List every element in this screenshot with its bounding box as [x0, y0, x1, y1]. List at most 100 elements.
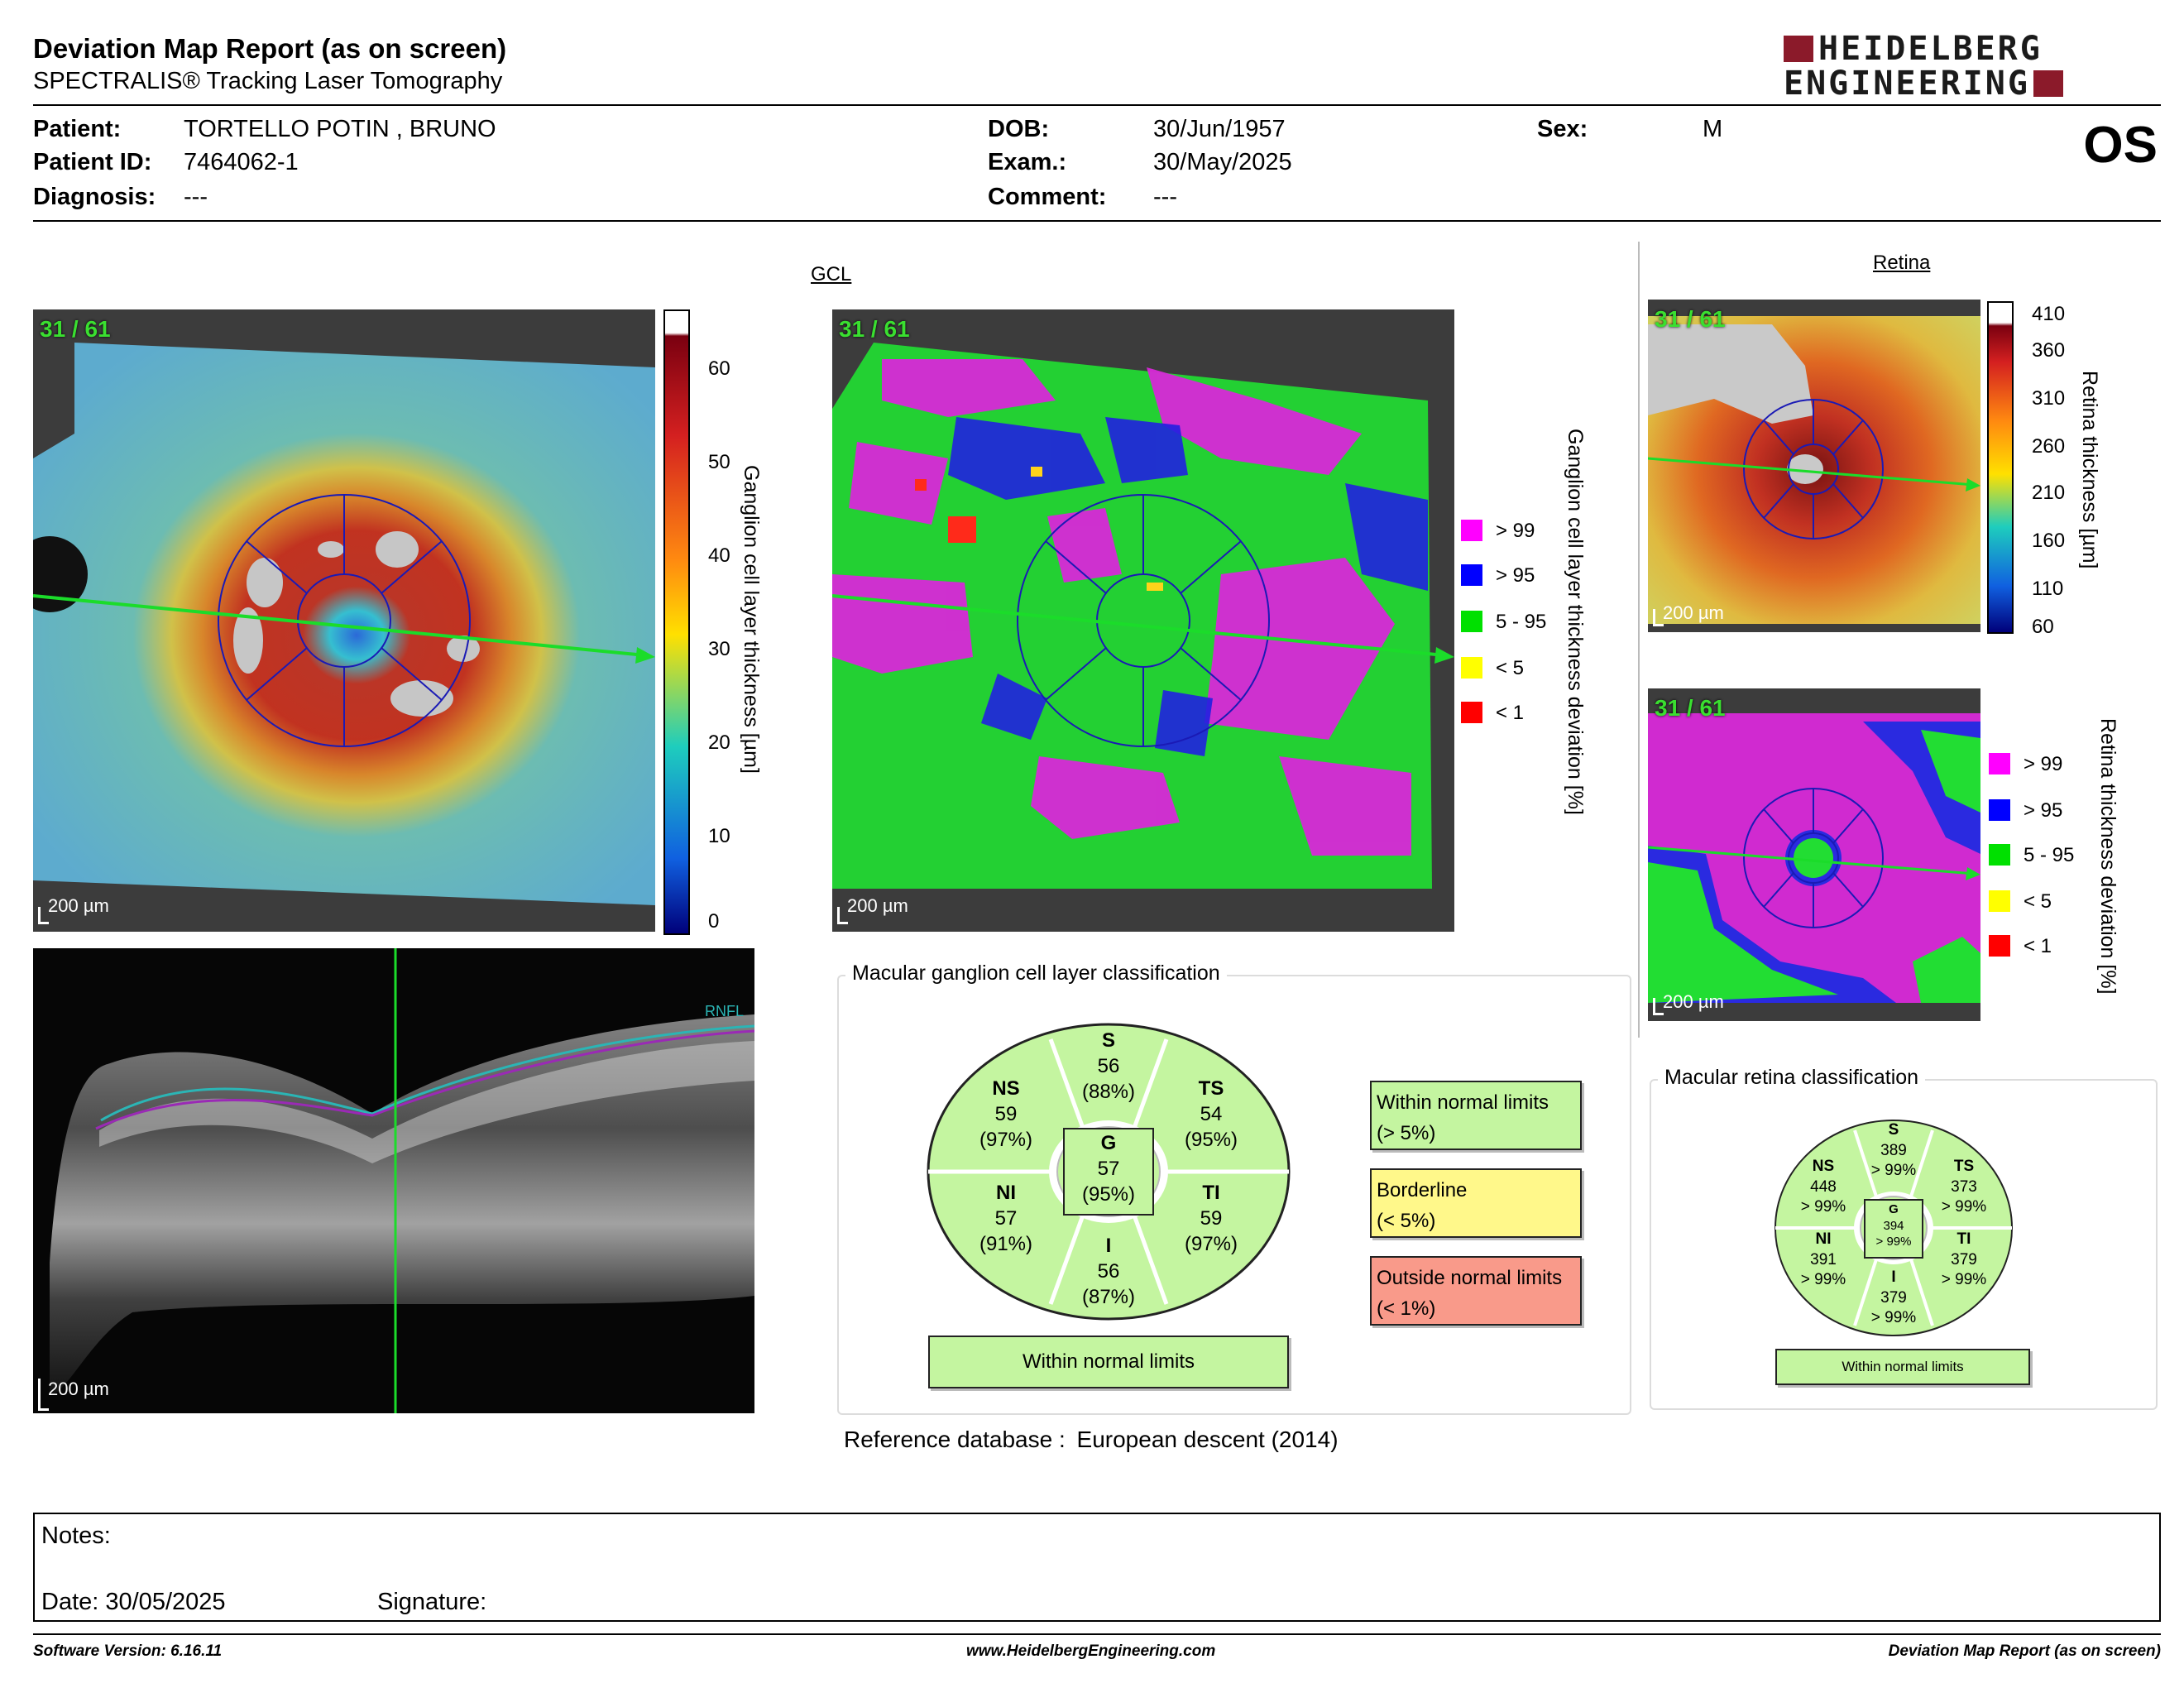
gcl-sector-ns: NS 59 (97%): [973, 1076, 1039, 1153]
retina-sector-ni: NI 391 > 99%: [1798, 1230, 1848, 1291]
sector-name: G: [1889, 1202, 1899, 1216]
diagnosis-value: ---: [184, 184, 208, 210]
section-divider: [1638, 242, 1640, 1038]
retina-sector-i: I 379 > 99%: [1869, 1268, 1918, 1329]
sector-name: TI: [1202, 1182, 1220, 1204]
company-website[interactable]: www.HeidelbergEngineering.com: [966, 1642, 1216, 1660]
gcl-deviation-axis-label: Ganglion cell layer thickness deviation …: [1564, 429, 1587, 815]
retina-thickness-colorbar: [1987, 301, 2014, 634]
logo-line-1: HEIDELBERG: [1818, 30, 2043, 68]
heidelberg-logo: HEIDELBERG ENGINEERING: [1784, 30, 2164, 103]
gcl-thickness-map[interactable]: 31 / 61 200 µm: [33, 309, 655, 932]
sector-value: 391: [1810, 1250, 1837, 1268]
gcl-deviation-scan-label: 31 / 61: [839, 316, 910, 342]
sector-value: 56: [1097, 1260, 1120, 1283]
retina-legend-label-gt99: > 99: [2024, 753, 2063, 775]
sector-percentile: (97%): [979, 1129, 1033, 1152]
diagnosis-label: Diagnosis:: [33, 184, 156, 210]
patient-name: TORTELLO POTIN , BRUNO: [184, 116, 496, 142]
notes-box[interactable]: Notes: Date: 30/05/2025 Signature:: [33, 1513, 2161, 1622]
sector-name: G: [1100, 1132, 1117, 1154]
notes-label: Notes:: [41, 1523, 111, 1549]
patient-divider: [33, 220, 2161, 222]
retina-classification-result: Within normal limits: [1775, 1349, 2030, 1385]
sector-percentile: > 99%: [1941, 1198, 1987, 1216]
scale-bar-icon: [38, 907, 49, 924]
sector-value: 57: [1097, 1158, 1120, 1181]
signature-label: Signature:: [377, 1589, 487, 1615]
legend-borderline-text: Borderline: [1377, 1179, 1468, 1201]
report-subtitle: SPECTRALIS® Tracking Laser Tomography: [33, 68, 503, 94]
reference-database: Reference database : European descent (2…: [844, 1427, 1339, 1453]
retina-deviation-scan-label: 31 / 61: [1655, 695, 1726, 721]
gcl-sector-graphic: [927, 1023, 1291, 1321]
sector-name: NI: [1815, 1230, 1832, 1248]
reference-value: European descent (2014): [1076, 1427, 1339, 1452]
scale-bar-icon: [1653, 609, 1664, 626]
retina-deviation-axis-label: Retina thickness deviation [%]: [2096, 718, 2119, 995]
retina-legend-label-gt95: > 95: [2024, 799, 2063, 822]
gcl-thickness-graphic: [33, 343, 655, 905]
legend-swatch-normal: [1461, 611, 1482, 632]
retina-section-title: Retina: [1873, 252, 1931, 274]
logo-line-2: ENGINEERING: [1784, 65, 2030, 103]
legend-swatch-lt1: [1461, 702, 1482, 723]
bscan-scale-label: 200 µm: [48, 1379, 109, 1399]
comment-value: ---: [1153, 184, 1177, 210]
sector-value: 379: [1880, 1288, 1907, 1307]
exam-date: 30/May/2025: [1153, 149, 1292, 175]
sector-value: 57: [994, 1207, 1018, 1230]
retina-tick: 360: [2032, 339, 2066, 362]
retina-deviation-map[interactable]: 31 / 61 200 µm: [1648, 688, 1980, 1021]
retina-sector-graphic: [1774, 1120, 2013, 1336]
gcl-thickness-axis-label: Ganglion cell layer thickness [µm]: [740, 465, 763, 774]
retina-legend-label-lt5: < 5: [2024, 890, 2052, 913]
sector-name: TI: [1956, 1230, 1971, 1248]
sector-value: 379: [1951, 1250, 1977, 1268]
legend-label-gt95: > 95: [1496, 564, 1535, 587]
sector-percentile: (97%): [1184, 1233, 1238, 1256]
retina-sector-diagram: S 389 > 99% NS 448 > 99% TS 373 > 99% G …: [1774, 1119, 2014, 1337]
legend-swatch-gt99: [1461, 520, 1482, 541]
sector-value: 389: [1880, 1141, 1907, 1159]
exam-label: Exam.:: [988, 149, 1067, 175]
gcl-deviation-scale-label: 200 µm: [847, 895, 908, 916]
gcl-scan-label: 31 / 61: [40, 316, 111, 342]
gcl-tick: 30: [708, 638, 730, 660]
gcl-tick: 0: [708, 910, 720, 933]
sector-percentile: > 99%: [1870, 1309, 1917, 1327]
legend-label-normal: 5 - 95: [1496, 611, 1547, 633]
retina-legend-swatch-gt99: [1989, 753, 2010, 774]
sector-percentile: > 99%: [1800, 1198, 1846, 1216]
gcl-sector-ni: NI 57 (91%): [973, 1180, 1039, 1258]
gcl-sector-ti: TI 59 (97%): [1178, 1180, 1244, 1258]
retina-tick: 160: [2032, 530, 2066, 552]
retina-thickness-map[interactable]: 31 / 61 200 µm: [1648, 300, 1980, 632]
gcl-sector-s: S 56 (88%): [1075, 1028, 1142, 1105]
retina-deviation-scale-label: 200 µm: [1663, 991, 1724, 1012]
retina-legend-swatch-lt5: [1989, 890, 2010, 912]
retina-sector-ts: TS 373 > 99%: [1939, 1157, 1989, 1218]
gcl-classification-panel: [837, 975, 1631, 1415]
sector-percentile: > 99%: [1870, 1162, 1917, 1180]
sector-name: NI: [996, 1182, 1016, 1204]
sector-percentile: (87%): [1081, 1286, 1136, 1309]
legend-swatch-gt95: [1461, 564, 1482, 586]
gcl-sector-ts: TS 54 (95%): [1178, 1076, 1244, 1153]
retina-classification-title: Macular retina classification: [1658, 1066, 1926, 1090]
sector-name: S: [1101, 1029, 1115, 1052]
legend-within-text: Within normal limits: [1377, 1091, 1549, 1114]
gcl-classification-result: Within normal limits: [928, 1336, 1289, 1388]
gcl-tick: 20: [708, 731, 730, 754]
scale-bar-icon: [38, 1379, 49, 1411]
retina-legend-swatch-normal: [1989, 844, 2010, 866]
sector-value: 59: [994, 1103, 1018, 1126]
retina-legend-swatch-gt95: [1989, 799, 2010, 821]
retina-legend-label-lt1: < 1: [2024, 935, 2052, 957]
footer-report-name: Deviation Map Report (as on screen): [1888, 1642, 2161, 1660]
sector-percentile: (88%): [1081, 1081, 1136, 1104]
legend-outside-range: (< 1%): [1377, 1297, 1436, 1321]
gcl-deviation-map[interactable]: 31 / 61 200 µm: [832, 309, 1454, 932]
oct-bscan[interactable]: RNFL 200 µm: [33, 948, 754, 1413]
retina-sector-ti: TI 379 > 99%: [1939, 1230, 1989, 1291]
